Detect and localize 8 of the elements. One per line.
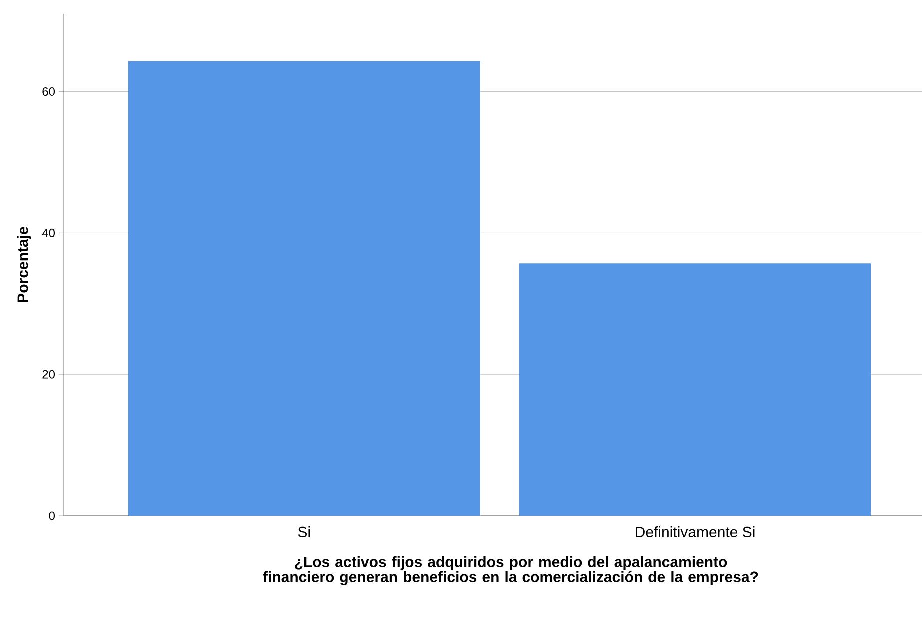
x-tick-label: Definitivamente Si: [636, 526, 755, 538]
y-tick-label: 20: [42, 370, 56, 379]
x-tick-label: Si: [298, 526, 310, 538]
y-axis-title: Porcentaje: [17, 227, 32, 302]
y-tick-label: 0: [49, 512, 56, 520]
y-tick-label: 40: [42, 228, 56, 238]
y-tick-label: 60: [42, 88, 56, 96]
x-axis-title: ¿Los activos fijos adquiridos por medio del apalancamiento financiero generan beneficios en la comercialización de la empresa?: [263, 556, 758, 586]
